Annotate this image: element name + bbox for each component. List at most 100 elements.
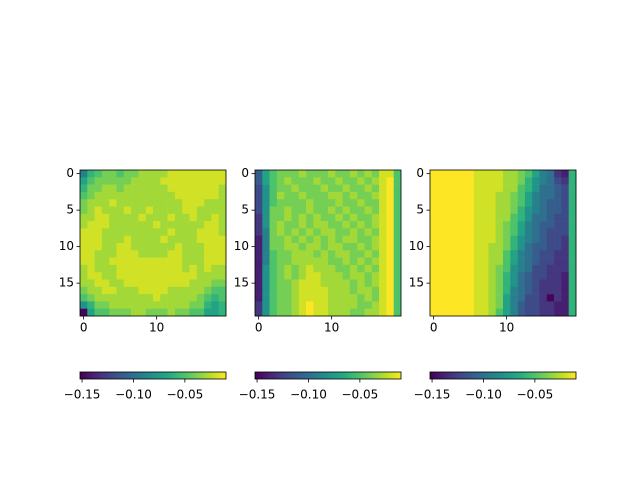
heatmap-cell [437,184,445,193]
heatmap-cell [276,191,285,200]
heatmap-cell [451,206,460,215]
heatmap-cell [517,191,526,200]
heatmap-cell [101,308,110,317]
heatmap-cell [218,235,227,244]
heatmap-cell [160,250,168,258]
heatmap-cell [349,206,358,215]
heatmap-cell [517,279,526,288]
heatmap-cell [211,286,219,295]
heatmap-cell [101,286,110,295]
heatmap-cell [437,264,445,273]
heatmap-cell [503,243,511,251]
heatmap-cell [532,235,540,244]
heatmap-cell [524,286,533,295]
heatmap-cell [495,279,504,288]
heatmap-cell [101,301,110,309]
heatmap-cell [335,177,343,185]
heatmap-cell [524,243,533,251]
heatmap-cell [488,243,496,251]
heatmap-cell [269,243,278,251]
heatmap-cell [284,301,292,309]
heatmap-cell [568,308,577,317]
heatmap-cell [313,308,321,317]
heatmap-cell [379,170,387,178]
heatmap-cell [211,257,219,266]
heatmap-cell [503,286,511,295]
heatmap-cell [269,294,278,302]
heatmap-cell [539,308,548,317]
heatmap-cell [349,199,358,207]
heatmap-cell [393,206,402,215]
heatmap-cell [481,235,489,244]
colorbar-tick-label: −0.15 [414,388,451,402]
heatmap-cell [481,279,489,288]
heatmap-cell [167,235,176,244]
heatmap-cell [174,264,183,273]
heatmap-cell [145,199,154,207]
heatmap-cell [510,294,518,302]
heatmap-cell [153,264,161,273]
heatmap-cell [364,199,373,207]
heatmap-cell [306,308,314,317]
heatmap-cell [568,257,577,266]
heatmap-cell [123,308,132,317]
heatmap-cell [320,308,329,317]
heatmap-cell [284,243,292,251]
heatmap-cell [393,257,402,266]
heatmap-cell [255,250,263,258]
heatmap-cell [123,213,132,222]
heatmap-cell [437,206,445,215]
heatmap-cell [160,213,168,222]
heatmap-cell [488,213,496,222]
heatmap-cell [160,272,168,280]
heatmap-cell [386,221,394,229]
heatmap-cell [546,213,555,222]
heatmap-cell [313,286,321,295]
heatmap-cell [167,301,176,309]
heatmap-cell [561,170,569,178]
heatmap-cell [349,250,358,258]
x-tick-label: 0 [255,321,263,335]
heatmap-cell [503,228,511,236]
heatmap-cell [109,294,117,302]
heatmap-cell [255,235,263,244]
heatmap-cell [517,206,526,215]
heatmap-cell [123,235,132,244]
heatmap-cell [451,170,460,178]
heatmap-cell [145,213,154,222]
heatmap-cell [459,243,467,251]
heatmap-cell [495,228,504,236]
heatmap-cell [269,221,278,229]
heatmap-cell [145,235,154,244]
heatmap-cell [131,184,139,193]
heatmap-cell [255,286,263,295]
heatmap-cell [167,257,176,266]
heatmap-cell [116,264,125,273]
heatmap-cell [320,264,329,273]
heatmap-cell [517,243,526,251]
heatmap-cell [430,235,438,244]
heatmap-cell [189,279,198,288]
heatmap-cell [116,243,125,251]
heatmap-cell [174,250,183,258]
heatmap-cell [80,199,88,207]
heatmap-cell [444,191,453,200]
heatmap-cell [561,213,569,222]
heatmap-cell [123,199,132,207]
heatmap-cell [524,308,533,317]
heatmap-cell [298,213,307,222]
heatmap-cell [430,250,438,258]
heatmap-cell [167,294,176,302]
heatmap-cell [495,206,504,215]
heatmap-cell [291,286,300,295]
heatmap-cell [386,191,394,200]
heatmap-cell [182,279,190,288]
heatmap-cell [437,279,445,288]
heatmap-cell [517,286,526,295]
x-tick-label: 0 [430,321,438,335]
heatmap-cell [349,184,358,193]
heatmap-cell [87,228,95,236]
colorbar [429,371,577,380]
heatmap-cell [291,213,300,222]
heatmap-cell [561,206,569,215]
